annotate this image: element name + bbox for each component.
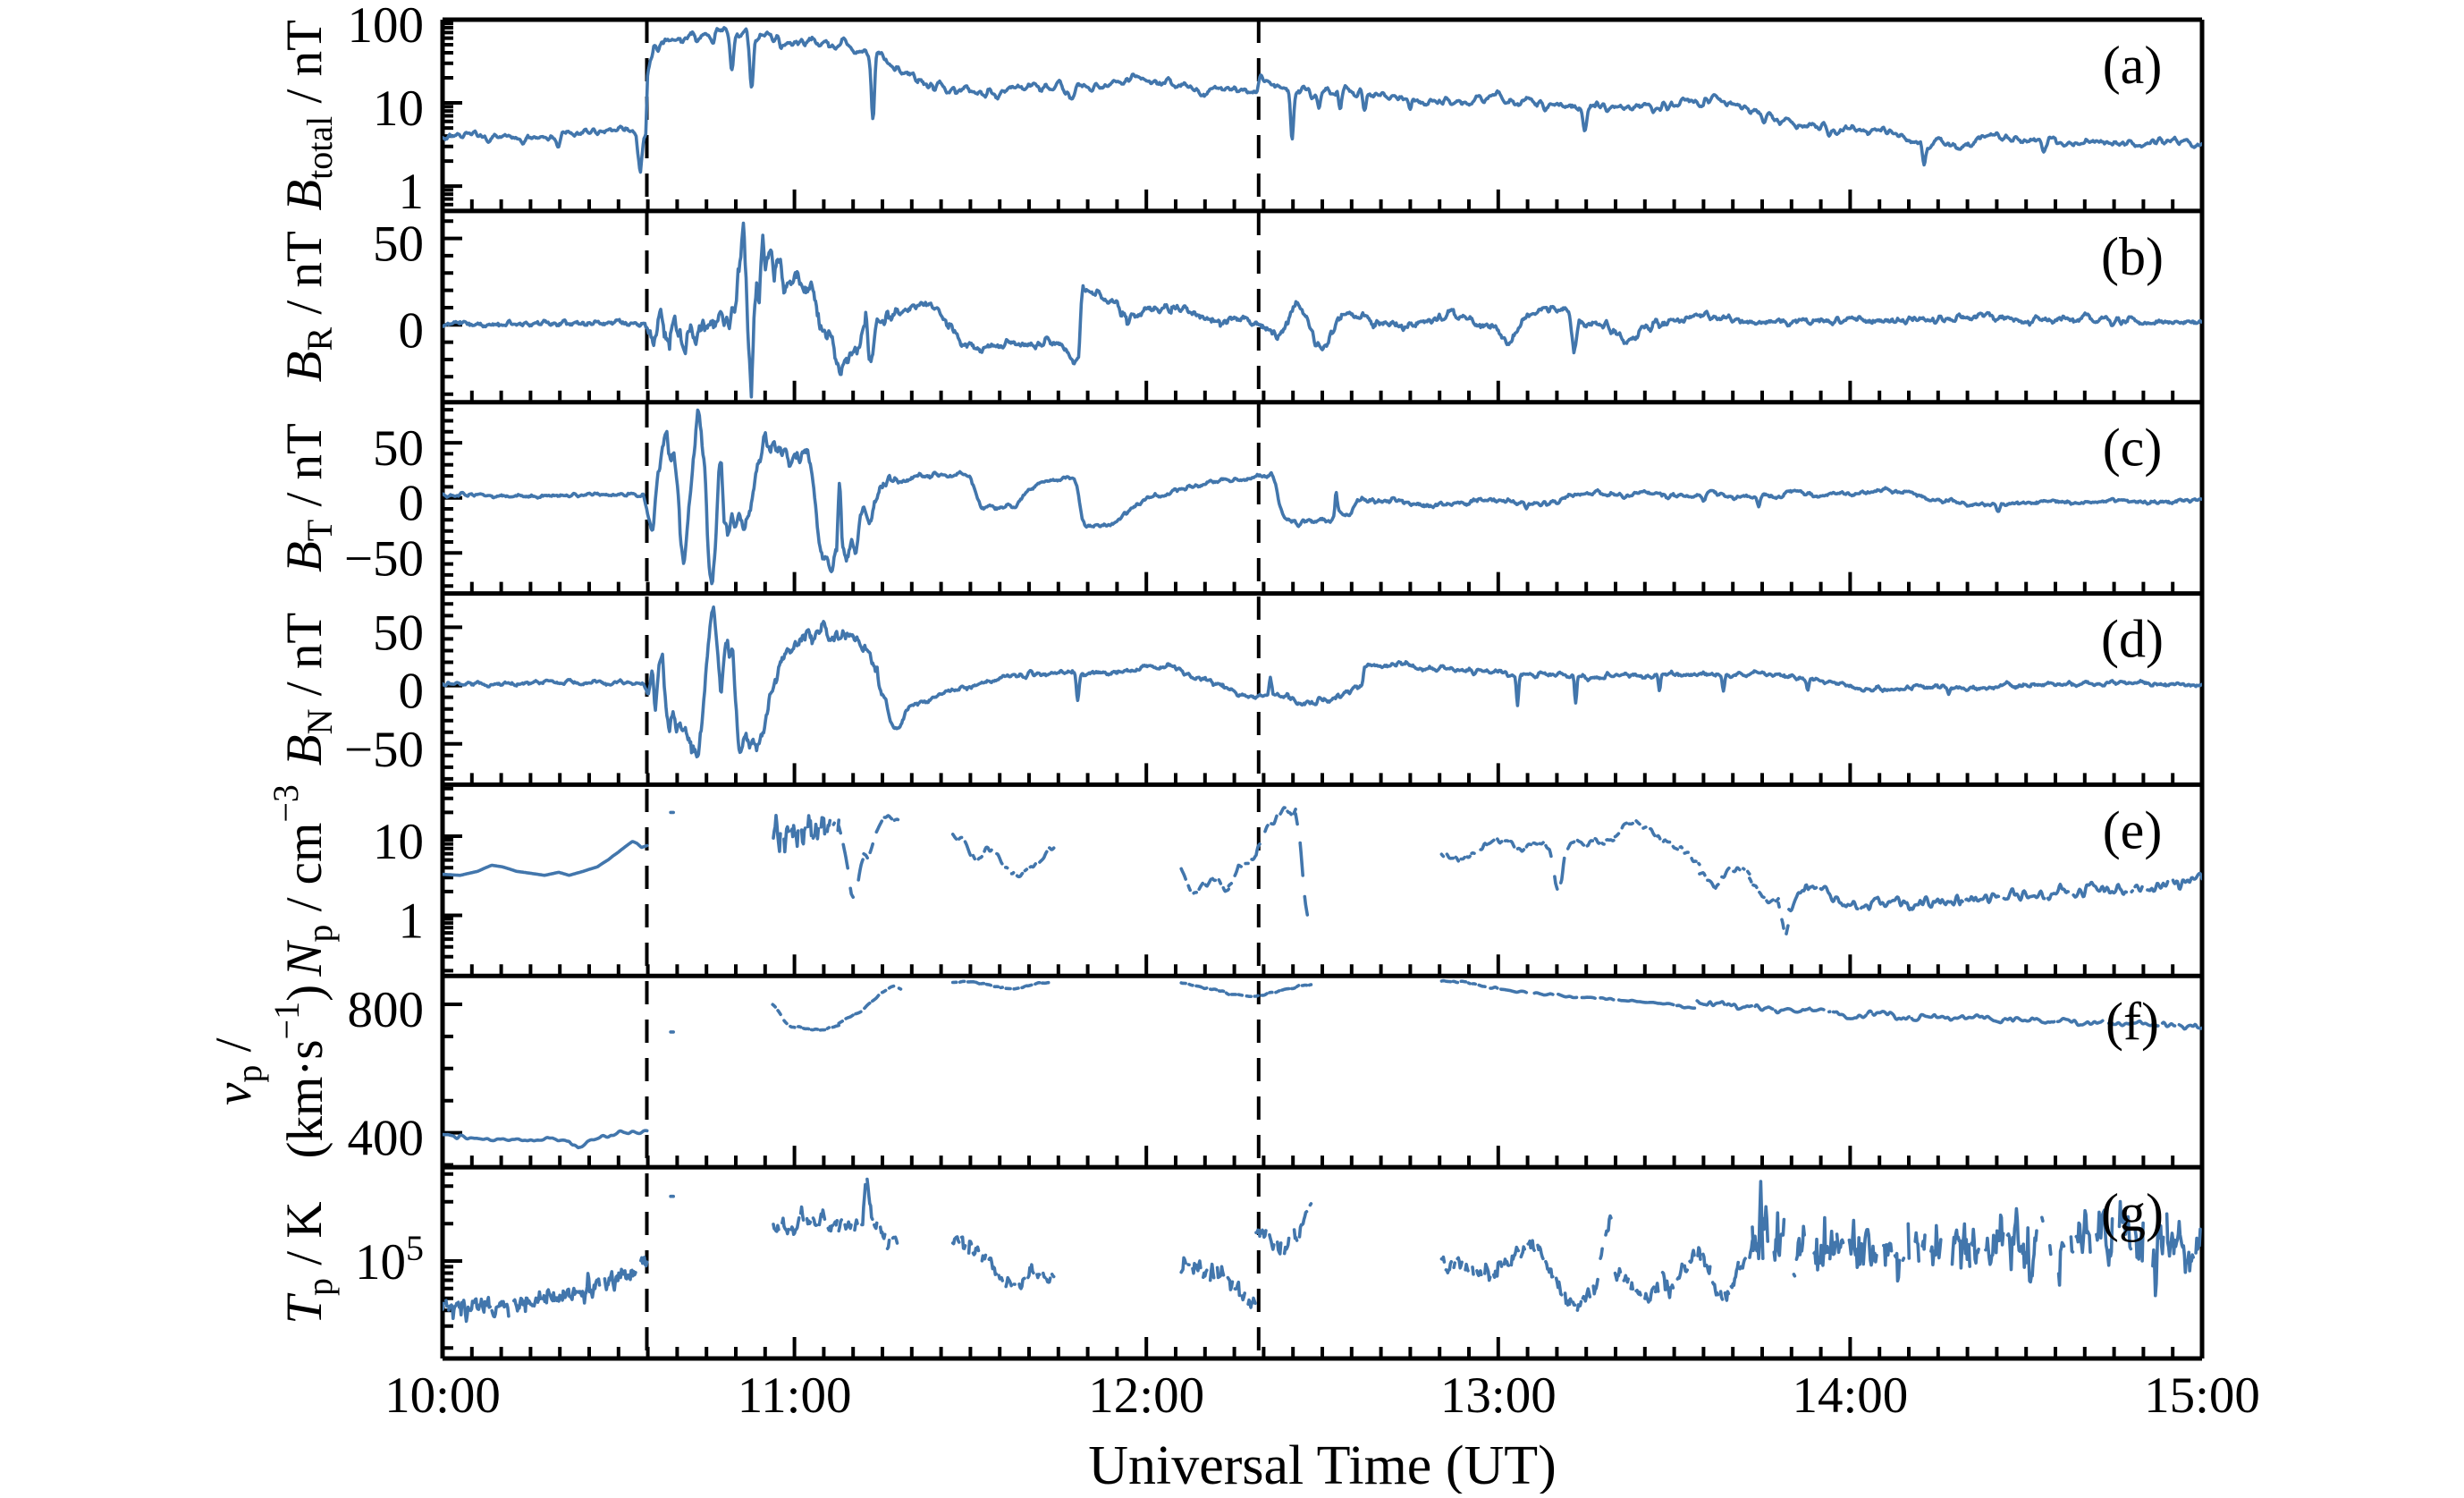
svg-text:Btotal / nT: Btotal / nT	[276, 20, 340, 211]
svg-text:50: 50	[373, 216, 424, 273]
svg-text:BT / nT: BT / nT	[276, 423, 340, 572]
svg-text:105: 105	[355, 1228, 424, 1291]
svg-text:14:00: 14:00	[1792, 1367, 1908, 1424]
svg-text:400: 400	[348, 1111, 425, 1167]
svg-text:10:00: 10:00	[384, 1367, 501, 1424]
svg-text:Universal Time (UT): Universal Time (UT)	[1088, 1435, 1557, 1494]
svg-text:50: 50	[373, 420, 424, 477]
svg-text:vp /: vp /	[206, 1037, 269, 1105]
svg-text:0: 0	[399, 664, 425, 720]
svg-text:12:00: 12:00	[1088, 1367, 1204, 1424]
svg-text:Tp / K: Tp / K	[276, 1201, 340, 1324]
svg-text:(c): (c)	[2103, 419, 2163, 478]
svg-text:−50: −50	[344, 722, 424, 778]
svg-text:10: 10	[373, 80, 424, 137]
svg-text:−50: −50	[344, 530, 424, 587]
svg-text:(e): (e)	[2103, 800, 2163, 859]
svg-text:(a): (a)	[2103, 36, 2163, 95]
svg-text:(g): (g)	[2101, 1183, 2164, 1242]
svg-text:BR / nT: BR / nT	[276, 231, 340, 382]
svg-text:Np / cm−3: Np / cm−3	[266, 784, 340, 978]
svg-text:1: 1	[399, 164, 425, 220]
svg-text:(f): (f)	[2105, 992, 2159, 1051]
svg-text:BN / nT: BN / nT	[276, 613, 340, 766]
svg-text:0: 0	[399, 302, 425, 359]
svg-text:(d): (d)	[2101, 610, 2164, 669]
svg-text:0: 0	[399, 476, 425, 532]
svg-text:15:00: 15:00	[2144, 1367, 2260, 1424]
svg-text:10: 10	[373, 814, 424, 870]
svg-text:1: 1	[399, 893, 425, 950]
svg-text:800: 800	[348, 982, 425, 1038]
svg-text:(b): (b)	[2101, 227, 2164, 286]
svg-text:11:00: 11:00	[738, 1367, 852, 1424]
svg-text:13:00: 13:00	[1440, 1367, 1557, 1424]
svg-text:100: 100	[348, 0, 425, 54]
svg-text:50: 50	[373, 605, 424, 661]
